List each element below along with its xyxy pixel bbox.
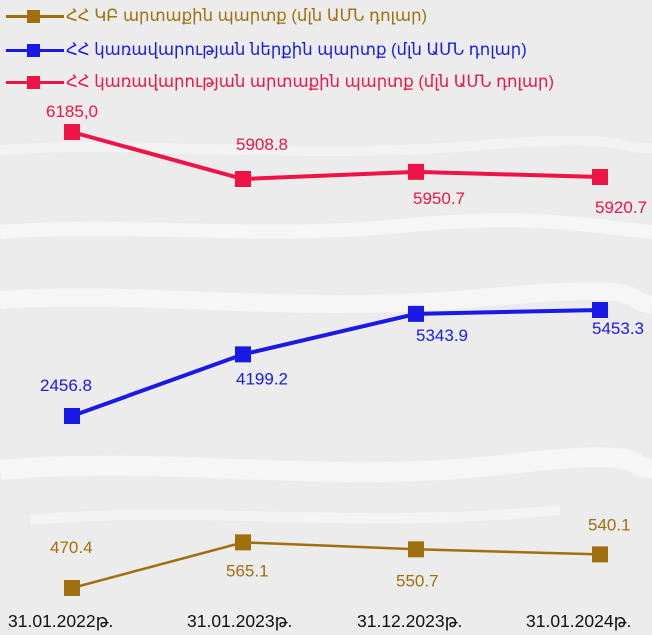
data-label: 5453.3 <box>592 319 644 338</box>
data-label: 5908.8 <box>236 135 288 154</box>
x-tick-label: 31.01.2023թ. <box>187 611 292 631</box>
data-point-marker <box>64 579 80 596</box>
series-line <box>71 130 601 182</box>
legend-square-icon <box>27 10 40 23</box>
data-label: 565.1 <box>226 561 269 580</box>
data-point-marker <box>592 546 608 563</box>
data-label: 4199.2 <box>236 369 288 388</box>
data-label: 6185,0 <box>46 102 98 121</box>
legend-label: ՀՀ ԿԲ արտաքին պարտք (մլն ԱՄՆ դոլար) <box>66 7 428 25</box>
data-label: 2456.8 <box>40 376 92 395</box>
data-point-marker <box>592 302 608 318</box>
x-tick-label: 31.01.2022թ. <box>8 611 113 631</box>
x-tick-label: 31.01.2024թ. <box>526 611 631 631</box>
series-0: 470.4 565.1 550.7 540.1 <box>50 515 631 596</box>
data-point-marker <box>235 171 251 187</box>
legend-label: ՀՀ կառավարության արտաքին պարտք (մլն ԱՄՆ … <box>66 73 555 91</box>
data-point-marker <box>408 163 424 180</box>
data-point-marker <box>235 534 251 551</box>
data-label: 470.4 <box>50 538 93 557</box>
series-line <box>71 541 601 590</box>
legend-label: ՀՀ կառավարության ներքին պարտք (մլն ԱՄՆ դ… <box>66 41 527 59</box>
series-1: 2456.8 4199.2 5343.9 5453.3 <box>40 302 644 424</box>
data-point-marker <box>64 124 80 140</box>
data-point-marker <box>408 541 424 558</box>
data-point-marker <box>64 408 80 424</box>
data-label: 550.7 <box>396 571 439 590</box>
data-label: 540.1 <box>588 515 631 534</box>
series-line <box>71 308 601 418</box>
data-point-marker <box>235 346 251 363</box>
data-point-marker <box>408 305 424 322</box>
legend-square-icon <box>27 44 40 57</box>
x-tick-label: 31.12.2023թ. <box>357 611 462 631</box>
data-label: 5920.7 <box>595 198 647 217</box>
series-2: 6185,0 5908.8 5950.7 5920.7 <box>46 102 647 217</box>
legend-square-icon <box>27 76 40 89</box>
data-label: 5950.7 <box>413 189 465 208</box>
data-label: 5343.9 <box>416 326 468 345</box>
legend: ՀՀ ԿԲ արտաքին պարտք (մլն ԱՄՆ դոլար) ՀՀ կ… <box>0 0 652 100</box>
data-point-marker <box>592 168 608 185</box>
